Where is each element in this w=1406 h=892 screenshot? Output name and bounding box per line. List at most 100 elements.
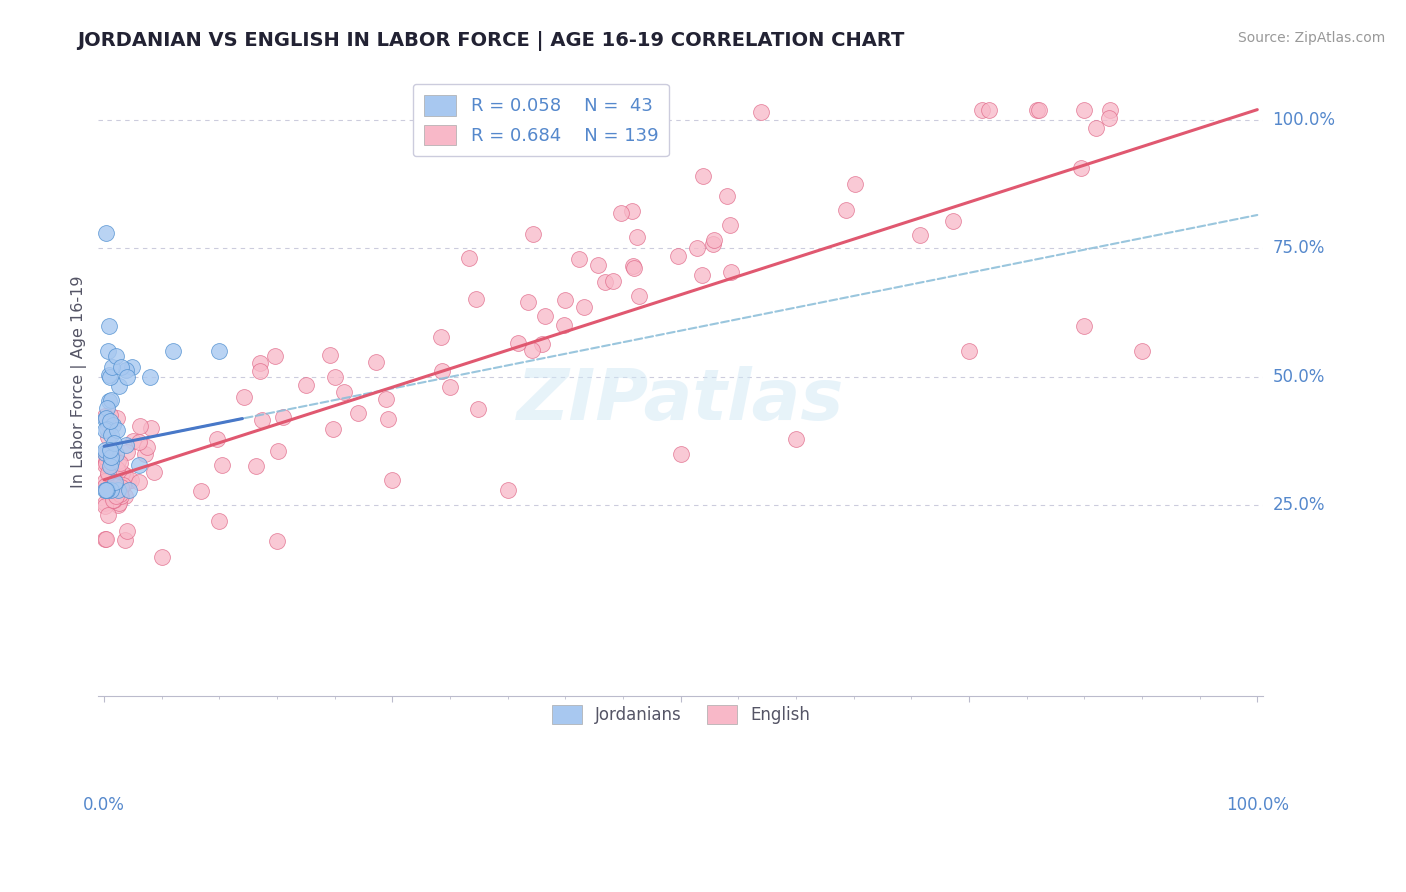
Point <box>108 487 131 501</box>
Point <box>553 318 575 333</box>
Point <box>100 450 122 465</box>
Point <box>586 258 609 272</box>
Text: 75.0%: 75.0% <box>1272 239 1324 258</box>
Point <box>98 413 121 427</box>
Point <box>377 411 399 425</box>
Point <box>98 487 121 501</box>
Point <box>101 359 124 374</box>
Point <box>94 496 117 510</box>
Point <box>111 467 134 481</box>
Point <box>98 453 121 467</box>
Point <box>1073 103 1095 117</box>
Point <box>104 475 127 489</box>
Point <box>98 453 121 467</box>
Point <box>1028 103 1050 117</box>
Point <box>666 248 689 262</box>
Point <box>233 390 256 404</box>
Point <box>96 226 118 240</box>
Point <box>252 413 274 427</box>
Point <box>100 483 122 497</box>
Point <box>1073 318 1095 333</box>
Point <box>568 252 591 267</box>
Point <box>347 406 370 420</box>
Point <box>429 330 451 344</box>
Point <box>115 370 138 384</box>
Point <box>516 294 538 309</box>
Point <box>94 450 117 464</box>
Text: 25.0%: 25.0% <box>1272 497 1324 515</box>
Point <box>1099 103 1122 117</box>
Point <box>117 474 139 488</box>
Point <box>118 483 141 497</box>
Point <box>692 268 714 282</box>
Point <box>595 275 617 289</box>
Point <box>93 483 115 497</box>
Point <box>702 236 724 251</box>
Point <box>121 359 143 374</box>
Point <box>574 300 596 314</box>
Point <box>467 402 489 417</box>
Point <box>104 479 127 493</box>
Point <box>520 343 543 357</box>
Point <box>100 483 122 497</box>
Point <box>245 458 267 473</box>
Point <box>322 422 344 436</box>
Point <box>139 421 162 435</box>
Point <box>98 442 121 457</box>
Point <box>104 349 127 363</box>
Point <box>531 337 554 351</box>
Point <box>263 349 285 363</box>
Point <box>972 103 994 117</box>
Point <box>669 447 692 461</box>
Point <box>94 423 117 437</box>
Point <box>128 458 150 473</box>
Point <box>97 368 120 382</box>
Point <box>107 454 129 468</box>
Point <box>108 456 131 470</box>
Point <box>142 465 165 479</box>
Point <box>1098 111 1121 125</box>
Point <box>458 252 481 266</box>
Point <box>94 499 117 513</box>
Y-axis label: In Labor Force | Age 16-19: In Labor Force | Age 16-19 <box>72 276 87 488</box>
Point <box>621 259 644 273</box>
Point <box>190 483 212 498</box>
Point <box>104 489 127 503</box>
Text: 100.0%: 100.0% <box>1226 796 1289 814</box>
Point <box>908 228 931 243</box>
Point <box>96 401 118 416</box>
Point <box>96 487 118 501</box>
Point <box>96 422 118 436</box>
Point <box>249 356 271 370</box>
Point <box>1085 120 1108 135</box>
Point <box>835 203 858 218</box>
Point <box>295 378 318 392</box>
Point <box>208 344 231 359</box>
Point <box>496 483 519 497</box>
Point <box>110 359 132 374</box>
Text: JORDANIAN VS ENGLISH IN LABOR FORCE | AGE 16-19 CORRELATION CHART: JORDANIAN VS ENGLISH IN LABOR FORCE | AG… <box>77 31 904 51</box>
Point <box>266 534 288 549</box>
Point <box>273 409 295 424</box>
Point <box>439 380 461 394</box>
Text: 100.0%: 100.0% <box>1272 111 1336 129</box>
Point <box>108 483 131 498</box>
Point <box>522 227 544 242</box>
Point <box>97 457 120 471</box>
Point <box>692 169 714 183</box>
Point <box>96 483 118 497</box>
Point <box>114 467 136 482</box>
Point <box>108 496 131 510</box>
Point <box>97 466 120 480</box>
Point <box>100 455 122 469</box>
Point <box>93 443 115 458</box>
Point <box>94 532 117 546</box>
Point <box>957 344 980 359</box>
Point <box>128 435 150 450</box>
Point <box>136 441 159 455</box>
Point <box>94 479 117 493</box>
Point <box>97 318 120 333</box>
Point <box>100 428 122 442</box>
Point <box>703 233 725 247</box>
Point <box>101 417 124 432</box>
